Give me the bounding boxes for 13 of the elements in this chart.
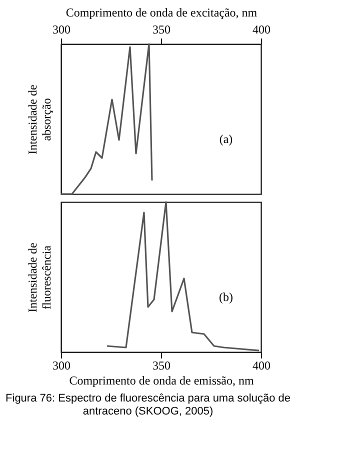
annotation: (a) [219, 132, 233, 146]
x-axis-title: Comprimento de onda de excitação, nm [66, 6, 258, 20]
x-tick-label: 300 [52, 358, 70, 372]
x-axis-title: Comprimento de onda de emissão, nm [69, 374, 254, 388]
x-tick-label: 400 [252, 22, 270, 36]
x-tick-label: 350 [152, 358, 170, 372]
y-axis-title: Intensidade de absorção [26, 84, 54, 154]
x-tick-label: 400 [252, 358, 270, 372]
y-axis-title: Intensidade de fluorescência [26, 242, 54, 312]
x-tick-label: 350 [152, 22, 170, 36]
text: Figura 76: Espectro de fluorescência para uma solução de antraceno (SKOOG, 2005) [6, 392, 290, 418]
x-tick-label: 300 [52, 22, 70, 36]
annotation: (b) [219, 290, 233, 304]
